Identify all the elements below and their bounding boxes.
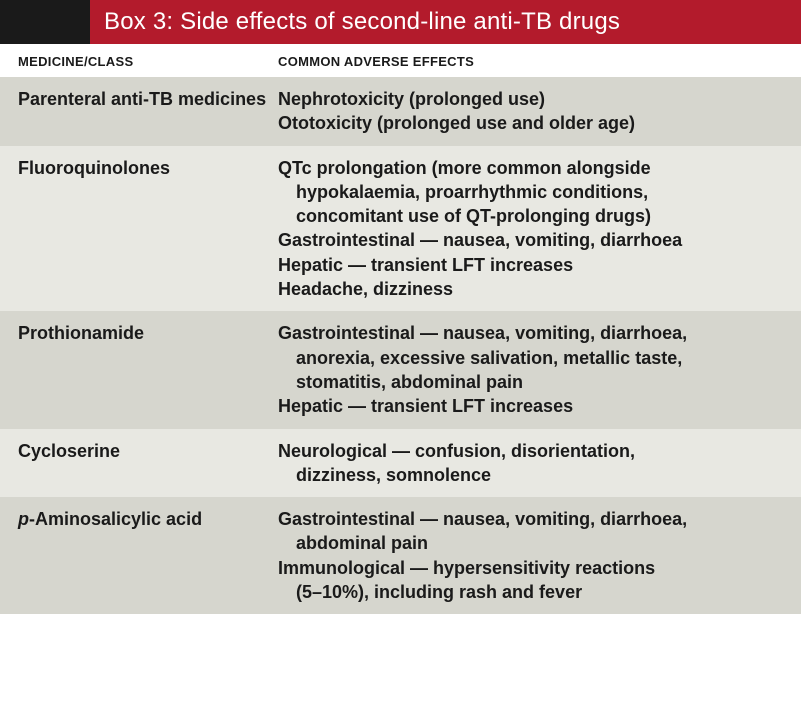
medicine-cell: Prothionamide (0, 321, 278, 418)
col-header-effects: COMMON ADVERSE EFFECTS (278, 54, 801, 69)
table-header-row: MEDICINE/CLASS COMMON ADVERSE EFFECTS (0, 44, 801, 77)
header-row: Box 3: Side effects of second-line anti-… (0, 0, 801, 44)
table-row: FluoroquinolonesQTc prolongation (more c… (0, 146, 801, 312)
effect-line: Ototoxicity (prolonged use and older age… (278, 111, 783, 135)
effect-line: Hepatic — transient LFT increases (278, 253, 783, 277)
table-row: p-Aminosalicylic acidGastrointestinal — … (0, 497, 801, 614)
table-row: Parenteral anti-TB medicinesNephrotoxici… (0, 77, 801, 146)
effects-cell: Neurological — confusion, disorientation… (278, 439, 801, 488)
effect-line: Nephrotoxicity (prolonged use) (278, 87, 783, 111)
table-row: ProthionamideGastrointestinal — nausea, … (0, 311, 801, 428)
header-accent-block (0, 0, 90, 44)
effect-line: Gastrointestinal — nausea, vomiting, dia… (278, 321, 783, 345)
effect-line: Gastrointestinal — nausea, vomiting, dia… (278, 228, 783, 252)
effect-line: Hepatic — transient LFT increases (278, 394, 783, 418)
effects-cell: Gastrointestinal — nausea, vomiting, dia… (278, 507, 801, 604)
effect-line: (5–10%), including rash and fever (278, 580, 783, 604)
effect-line: dizziness, somnolence (278, 463, 783, 487)
effect-line: Headache, dizziness (278, 277, 783, 301)
effect-line: concomitant use of QT-prolonging drugs) (278, 204, 783, 228)
table-row: CycloserineNeurological — confusion, dis… (0, 429, 801, 498)
effects-table: MEDICINE/CLASS COMMON ADVERSE EFFECTS Pa… (0, 44, 801, 614)
effect-line: stomatitis, abdominal pain (278, 370, 783, 394)
effect-line: Immunological — hypersensitivity reactio… (278, 556, 783, 580)
table-body: Parenteral anti-TB medicinesNephrotoxici… (0, 77, 801, 614)
medicine-cell: Cycloserine (0, 439, 278, 488)
effect-line: abdominal pain (278, 531, 783, 555)
effects-cell: QTc prolongation (more common alongsideh… (278, 156, 801, 302)
medicine-cell: Parenteral anti-TB medicines (0, 87, 278, 136)
effect-line: QTc prolongation (more common alongside (278, 156, 783, 180)
col-header-medicine: MEDICINE/CLASS (0, 54, 278, 69)
box-container: Box 3: Side effects of second-line anti-… (0, 0, 801, 614)
effects-cell: Gastrointestinal — nausea, vomiting, dia… (278, 321, 801, 418)
medicine-cell: p-Aminosalicylic acid (0, 507, 278, 604)
effect-line: anorexia, excessive salivation, metallic… (278, 346, 783, 370)
effects-cell: Nephrotoxicity (prolonged use)Ototoxicit… (278, 87, 801, 136)
effect-line: Gastrointestinal — nausea, vomiting, dia… (278, 507, 783, 531)
box-title: Box 3: Side effects of second-line anti-… (90, 0, 801, 44)
effect-line: Neurological — confusion, disorientation… (278, 439, 783, 463)
medicine-cell: Fluoroquinolones (0, 156, 278, 302)
effect-line: hypokalaemia, proarrhythmic conditions, (278, 180, 783, 204)
